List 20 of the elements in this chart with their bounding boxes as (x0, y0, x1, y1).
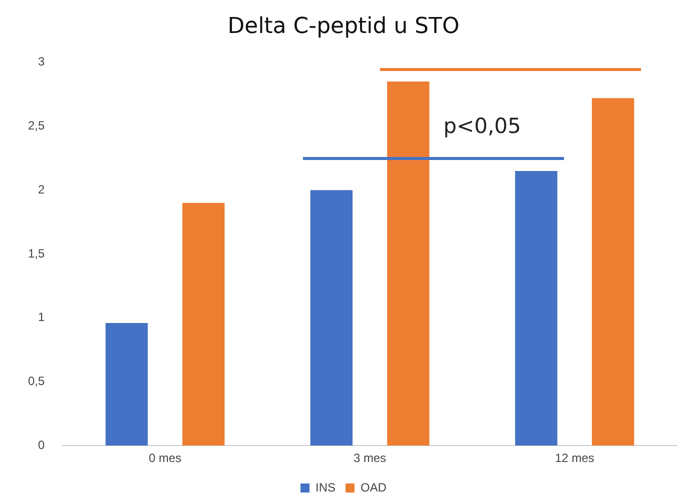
y-tick-label: 0 (38, 438, 45, 452)
y-tick-label: 0,5 (28, 374, 45, 388)
annotation: p<0,05 (443, 114, 522, 138)
y-tick-label: 1 (38, 310, 45, 324)
y-tick-label: 1,5 (28, 246, 45, 260)
y-tick-label: 3 (38, 54, 45, 69)
x-tick-label: 3 mes (353, 451, 386, 466)
x-tick-label: 12 mes (554, 451, 594, 466)
bar (592, 98, 634, 446)
y-tick-label: 2 (38, 182, 45, 196)
chart-title: Delta C-peptid u STO (228, 14, 460, 39)
legend-label: INS (315, 480, 336, 494)
bar (310, 190, 353, 446)
legend-label: OAD (360, 480, 387, 494)
y-tick-label: 2,5 (28, 118, 45, 133)
bar (515, 170, 558, 446)
x-tick-label: 0 mes (148, 451, 182, 466)
bar (106, 322, 148, 446)
bar (182, 202, 225, 446)
bar (387, 82, 430, 446)
